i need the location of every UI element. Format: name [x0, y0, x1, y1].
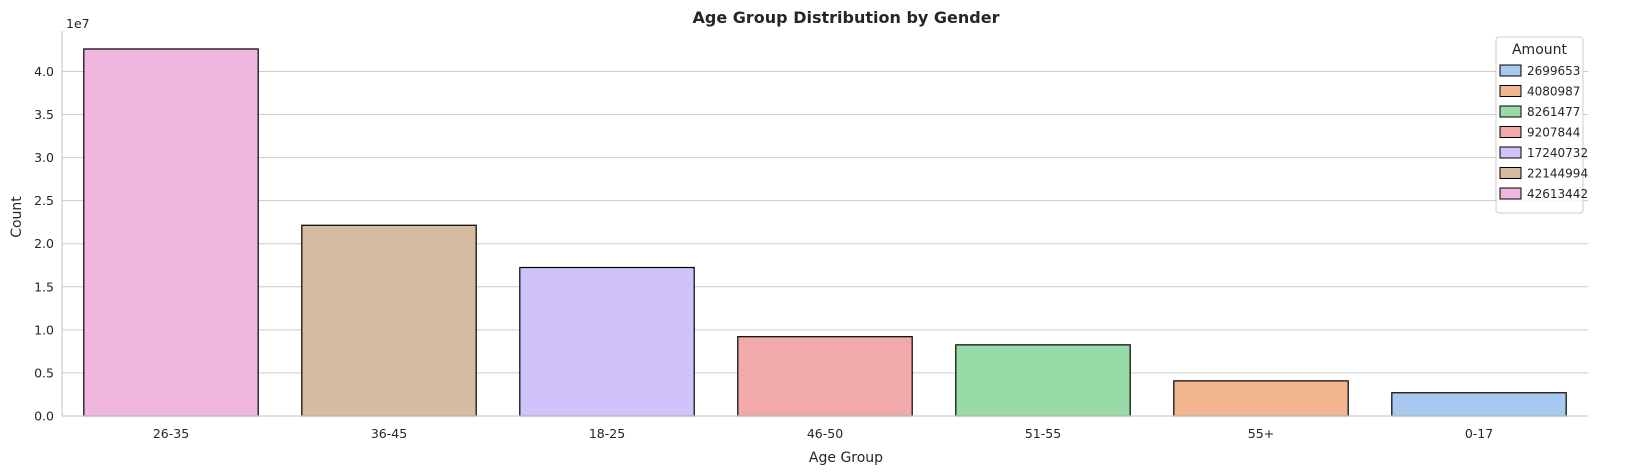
legend-entry-label: 8261477	[1527, 105, 1580, 119]
legend-entry-label: 17240732	[1527, 146, 1588, 160]
axes	[61, 31, 1588, 417]
legend-entry-label: 4080987	[1527, 85, 1580, 99]
y-tick-label: 0.0	[34, 409, 54, 424]
x-tick-label: 36-45	[371, 426, 407, 441]
x-axis-label: Age Group	[809, 450, 883, 466]
y-tick-label: 3.5	[34, 107, 54, 122]
y-axis-label: Count	[9, 196, 25, 238]
x-tick-label: 18-25	[589, 426, 625, 441]
y-tick-label: 2.5	[34, 193, 54, 208]
y-tick-labels: 0.0 0.5 1.0 1.5 2.0 2.5 3.0 3.5 4.0	[34, 64, 54, 424]
legend-swatch	[1499, 64, 1522, 77]
x-tick-label: 46-50	[807, 426, 843, 441]
legend-swatch	[1499, 105, 1522, 118]
x-tick-label: 0-17	[1465, 426, 1493, 441]
bars-group	[83, 48, 1567, 417]
legend-entry-label: 2699653	[1527, 64, 1580, 78]
legend-swatch	[1499, 146, 1522, 159]
bar-55+	[1173, 380, 1349, 417]
legend-entry-label: 9207844	[1527, 126, 1580, 140]
legend-title: Amount	[1512, 42, 1568, 58]
y-tick-label: 3.0	[34, 150, 54, 165]
chart-title: Age Group Distribution by Gender	[693, 8, 1000, 27]
legend-swatch	[1499, 85, 1522, 97]
bar-0-17	[1391, 392, 1567, 417]
legend-entry-label: 22144994	[1527, 167, 1588, 181]
legend: Amount 2699653 4080987 8261477 9207844 172407…	[1495, 36, 1588, 214]
bar-26-35	[83, 48, 259, 417]
x-tick-label: 55+	[1248, 426, 1274, 441]
legend-swatch	[1499, 167, 1522, 179]
bar-51-55	[955, 344, 1131, 417]
y-tick-label: 1.5	[34, 279, 54, 294]
x-tick-labels: 26-35 36-45 18-25 46-50 51-55 55+ 0-17	[153, 426, 1493, 441]
y-tick-label: 4.0	[34, 64, 54, 79]
bar-18-25	[519, 266, 695, 417]
bar-46-50	[737, 336, 913, 417]
y-tick-label: 0.5	[34, 365, 54, 380]
y-tick-label: 2.0	[34, 236, 54, 251]
x-tick-label: 26-35	[153, 426, 189, 441]
legend-entry-label: 42613442	[1527, 187, 1588, 201]
legend-swatch	[1499, 187, 1522, 200]
bar-36-45	[301, 224, 477, 417]
x-tick-label: 51-55	[1025, 426, 1061, 441]
y-tick-label: 1.0	[34, 322, 54, 337]
legend-swatch	[1499, 126, 1522, 138]
y-offset-label: 1e7	[66, 16, 90, 31]
